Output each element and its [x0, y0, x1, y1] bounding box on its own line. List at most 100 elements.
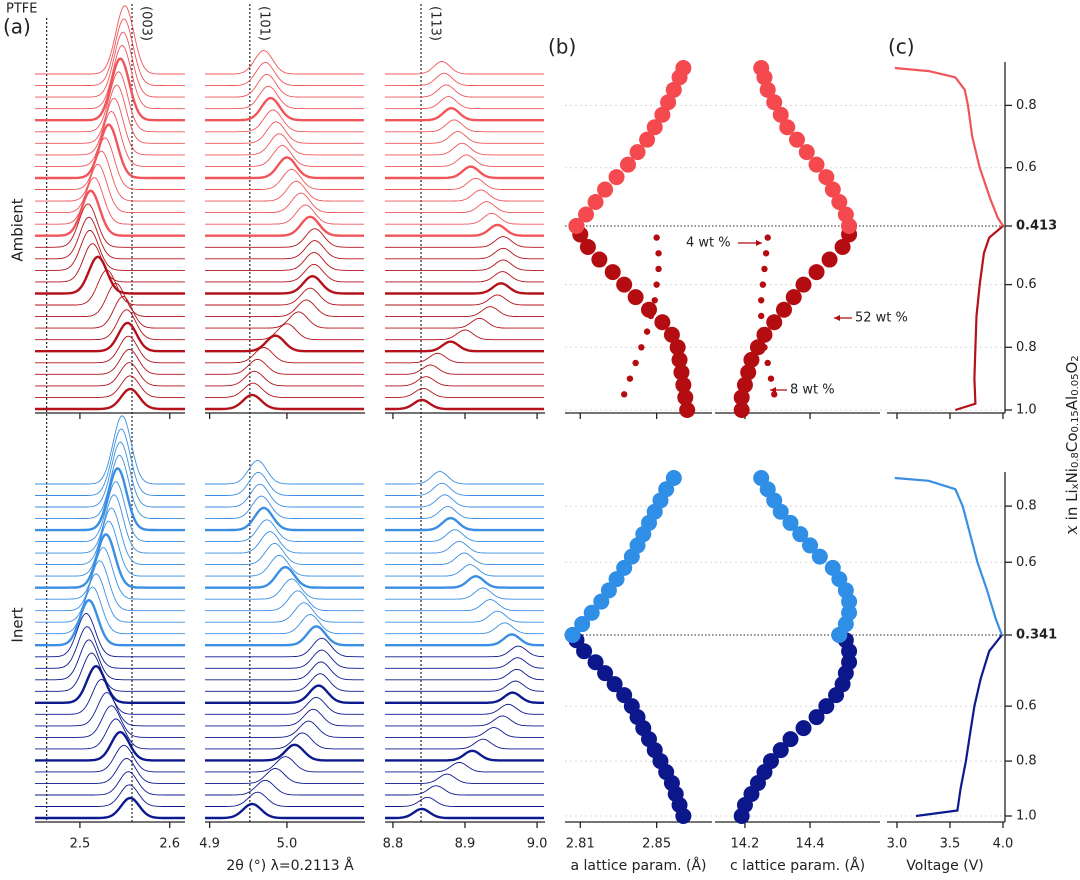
lattice-point	[620, 156, 636, 173]
diffraction-pattern	[35, 718, 185, 750]
peak-label: PTFE	[6, 2, 37, 17]
lattice-point	[782, 731, 799, 748]
annotation: 4 wt %	[686, 236, 731, 251]
y-axis-title-part: O	[1063, 362, 1080, 374]
diffraction-pattern	[385, 622, 544, 635]
y-tick-label: 0.6	[1016, 277, 1037, 292]
diffraction-pattern	[385, 271, 544, 283]
lattice-point	[647, 312, 655, 320]
diffraction-pattern	[35, 758, 185, 784]
lattice-point	[593, 593, 610, 610]
diffraction-pattern	[35, 110, 185, 167]
x-tick-label: 3.5	[940, 837, 961, 852]
diffraction-pattern	[205, 109, 364, 133]
diffraction-pattern	[35, 415, 185, 485]
lattice-point	[811, 548, 828, 565]
y-tick-label: 0.8	[1016, 499, 1037, 514]
voltage-curve	[915, 634, 1003, 818]
lattice-point	[620, 391, 628, 398]
diffraction-pattern	[385, 540, 544, 554]
lattice-point	[654, 106, 671, 123]
diffraction-pattern	[205, 471, 364, 496]
lattice-point	[818, 169, 835, 186]
diffraction-pattern	[385, 72, 544, 87]
lattice-point	[759, 281, 767, 288]
diffraction-pattern	[205, 252, 364, 271]
lattice-point	[795, 276, 812, 293]
diffraction-pattern	[35, 481, 185, 543]
lattice-point	[759, 81, 776, 98]
diffraction-pattern	[35, 428, 185, 496]
lattice-point	[841, 604, 858, 621]
lattice-point	[597, 665, 614, 682]
diffraction-pattern	[385, 691, 544, 704]
lattice-point	[675, 376, 692, 393]
lattice-point	[568, 218, 585, 234]
lattice-point	[671, 351, 688, 368]
diffraction-pattern	[35, 335, 185, 364]
lattice-point	[761, 344, 768, 351]
diffraction-pattern	[205, 791, 364, 807]
diffraction-pattern	[385, 494, 544, 508]
diffraction-pattern	[35, 520, 185, 577]
lattice-point	[604, 264, 621, 281]
diffraction-pattern	[385, 61, 544, 75]
lattice-point	[766, 314, 783, 331]
lattice-point	[775, 301, 792, 318]
diffraction-pattern	[385, 236, 544, 248]
peak-label: (101)	[256, 6, 271, 41]
lattice-point	[758, 312, 765, 320]
diffraction-pattern	[385, 633, 544, 647]
diffraction-pattern	[205, 506, 364, 532]
diffraction-pattern	[35, 692, 185, 727]
lattice-point	[653, 234, 660, 241]
lattice-point	[808, 156, 825, 173]
diffraction-pattern	[385, 376, 544, 387]
y-tick-label: 0.6	[1016, 699, 1037, 714]
diffraction-pattern	[385, 727, 544, 738]
lattice-point	[665, 470, 682, 486]
annotation: 8 wt %	[790, 383, 835, 398]
panel-label: (a)	[3, 15, 31, 39]
diffraction-pattern	[385, 154, 544, 167]
diffraction-pattern	[35, 771, 185, 796]
diffraction-pattern	[35, 375, 185, 398]
diffraction-pattern	[385, 96, 544, 110]
diffraction-pattern	[35, 309, 185, 341]
lattice-point	[655, 265, 662, 273]
diffraction-pattern	[35, 678, 185, 715]
diffraction-pattern	[205, 543, 364, 566]
diffraction-pattern	[35, 269, 185, 306]
x-tick-label: 8.8	[383, 837, 404, 852]
diffraction-pattern	[205, 661, 364, 681]
y-tick-label: 0.341	[1016, 628, 1057, 643]
diffraction-pattern	[385, 189, 544, 202]
diffraction-pattern	[385, 657, 544, 669]
y-axis-title-part: 0.05	[1070, 374, 1080, 396]
y-tick-label: 0.8	[1016, 754, 1037, 769]
diffraction-pattern	[385, 762, 544, 773]
voltage-curve	[954, 225, 1004, 412]
diffraction-pattern	[205, 602, 364, 623]
lattice-point	[818, 698, 835, 715]
x-tick-label: 8.9	[455, 837, 476, 852]
diffraction-pattern	[205, 732, 364, 750]
diffraction-pattern	[35, 533, 185, 589]
lattice-point	[608, 571, 625, 588]
peak-label: (113)	[428, 6, 443, 41]
diffraction-pattern	[385, 668, 545, 681]
x-tick-label: 14.4	[796, 837, 825, 852]
diffraction-pattern	[385, 785, 544, 796]
diffraction-pattern	[35, 796, 185, 820]
lattice-point	[841, 654, 858, 671]
lattice-point	[764, 234, 771, 241]
lattice-point	[766, 94, 783, 111]
diffraction-pattern	[35, 150, 185, 202]
diffraction-pattern	[385, 599, 544, 612]
y-axis-title-part: 2	[1070, 355, 1080, 361]
diffraction-pattern	[35, 282, 185, 318]
diffraction-pattern	[35, 467, 185, 532]
lattice-point	[762, 250, 770, 257]
lattice-point	[638, 344, 645, 351]
